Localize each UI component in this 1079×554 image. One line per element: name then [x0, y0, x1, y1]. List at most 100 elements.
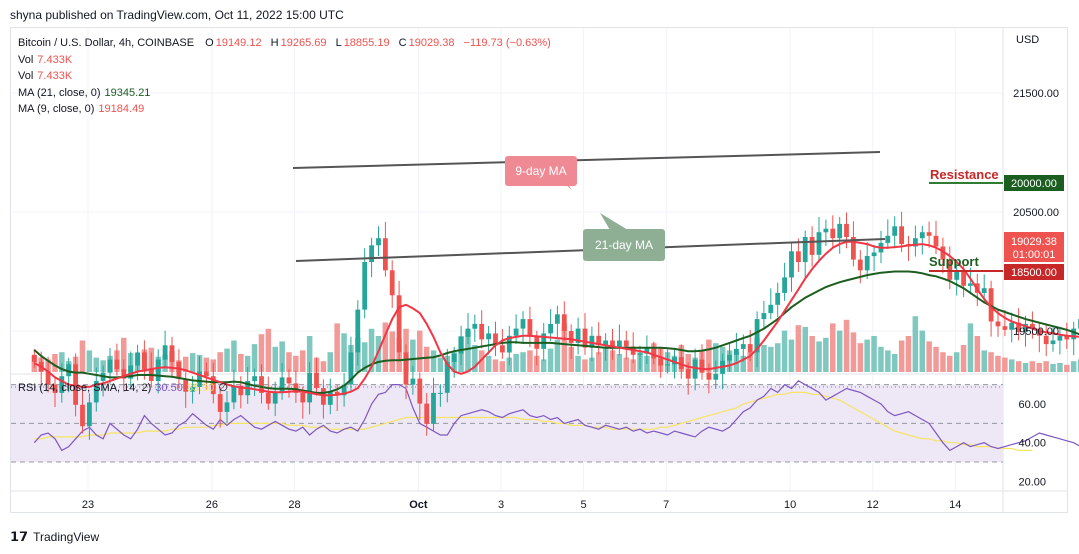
candle-body: [314, 372, 319, 389]
candle-body: [754, 319, 760, 353]
candle-body: [59, 376, 65, 393]
volume-bar: [479, 350, 485, 372]
volume-bar: [465, 330, 471, 372]
volume-bar: [1015, 361, 1022, 372]
candle-body: [279, 377, 285, 392]
volume-bar: [1077, 359, 1079, 372]
volume-bar: [540, 359, 547, 372]
rsi-panel: [11, 380, 1079, 463]
volume-bar: [430, 350, 437, 372]
volume-bar: [898, 340, 905, 372]
tradingview-logo-icon: 𝟭𝟳: [10, 529, 29, 544]
support-resistance: Resistance 20000.00 Support 18500.00 190…: [929, 167, 1064, 280]
time-tick-label: 12: [867, 499, 879, 511]
candle-body: [995, 321, 1001, 327]
candle-body: [224, 402, 230, 412]
candle-body: [362, 262, 368, 310]
candle-body: [1030, 323, 1035, 329]
rsi-tick-label: 40.00: [1018, 438, 1046, 450]
candle-body: [954, 271, 960, 280]
close-value: 19029.38: [408, 37, 455, 49]
volume-bar: [609, 350, 616, 372]
volume-bar: [306, 336, 313, 372]
volume-bar: [1002, 357, 1008, 372]
symbol-label[interactable]: Bitcoin / U.S. Dollar, 4h, COINBASE: [18, 37, 195, 49]
candle-body: [926, 232, 932, 236]
candle-body: [272, 391, 278, 404]
candle-body: [252, 376, 257, 381]
vol-row-1[interactable]: Vol 7.433K: [18, 52, 557, 69]
candle-body: [933, 235, 939, 247]
chart-frame: [10, 27, 1068, 513]
volume-bar: [953, 352, 960, 372]
time-tick-label: 10: [784, 499, 796, 511]
candle-body: [699, 359, 705, 373]
price-tick-label: 19500.00: [1013, 326, 1059, 338]
open-value: 19149.12: [215, 37, 262, 49]
volume-bar: [768, 346, 774, 372]
candle-body: [80, 404, 85, 427]
rsi-legend[interactable]: RSI (14, close, SMA, 14, 2) 30.50 35.90 ∅: [18, 381, 228, 394]
volume-bar: [1022, 363, 1029, 372]
resistance-label: Resistance: [930, 167, 999, 182]
volume-bar: [561, 323, 568, 372]
time-tick-label: 14: [949, 499, 961, 511]
candle-body: [651, 347, 657, 359]
volume-bar: [286, 352, 292, 372]
candle-body: [548, 323, 553, 334]
volume-bar: [183, 356, 189, 372]
ma21-callout-label: 21-day MA: [595, 238, 653, 252]
candle-body: [892, 226, 898, 236]
volume-bar: [244, 355, 251, 372]
support-price-tag: [1004, 264, 1064, 280]
volume-bar: [547, 348, 554, 372]
volume-bar: [857, 343, 864, 372]
volume-bar: [265, 328, 272, 372]
volume-bar: [258, 334, 265, 372]
rsi-tick-label: 60.00: [1018, 399, 1046, 411]
price-tick-label: 21500.00: [1013, 88, 1059, 100]
candle-body: [389, 270, 395, 296]
candle-body: [87, 402, 92, 427]
volume-bar: [836, 330, 843, 372]
rsi-line: [33, 380, 1079, 452]
candle-body: [451, 353, 457, 362]
ohlc-row: Bitcoin / U.S. Dollar, 4h, COINBASE O 191…: [18, 35, 557, 52]
candle-body: [204, 371, 209, 377]
candle-body: [582, 328, 588, 348]
candle-body: [596, 335, 602, 346]
candle-body: [465, 328, 471, 337]
volume-bar: [272, 346, 278, 372]
volume-bar: [809, 336, 815, 372]
ma9-row[interactable]: MA (9, close, 0) 19184.49: [18, 101, 557, 118]
volume-bar: [892, 354, 898, 372]
candle-body: [919, 232, 925, 239]
open-key: O: [205, 37, 214, 49]
candle-body: [809, 237, 815, 255]
candle-body: [73, 364, 78, 405]
ma21-row[interactable]: MA (21, close, 0) 19345.21: [18, 85, 557, 102]
candle-body: [1057, 335, 1063, 341]
candle-body: [857, 259, 863, 271]
candle-body: [541, 333, 547, 349]
volume-bar: [905, 336, 912, 372]
volume-bar: [933, 346, 939, 372]
volume-bar: [1043, 361, 1049, 372]
volume-bar: [850, 332, 857, 372]
volume-bar: [947, 355, 953, 372]
candle-body: [837, 223, 843, 239]
candle-body: [981, 288, 987, 293]
footer[interactable]: 𝟭𝟳 TradingView: [10, 529, 99, 545]
candle-body: [121, 369, 127, 379]
volume-bar: [437, 357, 444, 372]
currency-label[interactable]: USD: [1016, 34, 1040, 46]
vol-row-2[interactable]: Vol 7.433K: [18, 68, 557, 85]
candle-body: [300, 392, 306, 403]
high-value: 19265.69: [280, 37, 327, 49]
volume-bar: [589, 357, 595, 372]
candle-body: [493, 333, 498, 346]
volume-bar: [967, 323, 974, 372]
time-tick-label: 26: [206, 499, 218, 511]
candle-body: [520, 319, 526, 329]
vol-label: Vol: [18, 70, 34, 82]
